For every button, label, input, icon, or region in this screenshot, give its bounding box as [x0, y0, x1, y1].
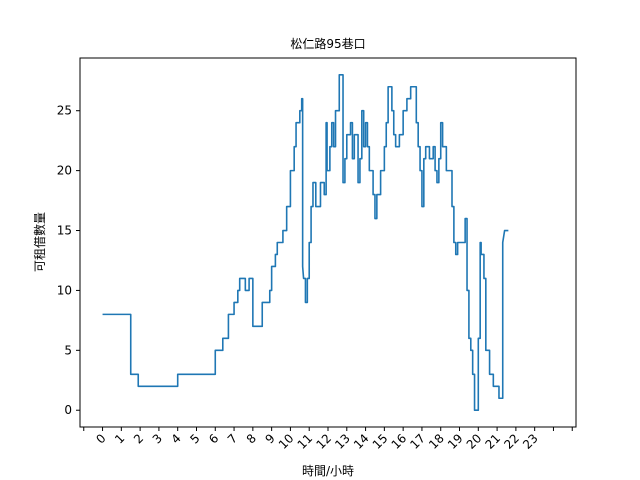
y-tick-label: 25 [57, 104, 72, 118]
y-tick-label: 0 [64, 403, 72, 417]
y-axis: 0 5 10 15 20 25 [57, 104, 80, 417]
y-axis-label: 可租借數量 [33, 212, 47, 272]
y-tick-label: 20 [57, 164, 72, 178]
chart-title: 松仁路95巷口 [290, 36, 365, 51]
x-axis-label: 時間/小時 [302, 464, 354, 478]
y-tick-label: 10 [57, 283, 72, 297]
series-line [102, 73, 509, 412]
series-group [102, 73, 509, 412]
y-tick-label: 15 [57, 224, 72, 238]
y-tick-label: 5 [64, 343, 72, 357]
